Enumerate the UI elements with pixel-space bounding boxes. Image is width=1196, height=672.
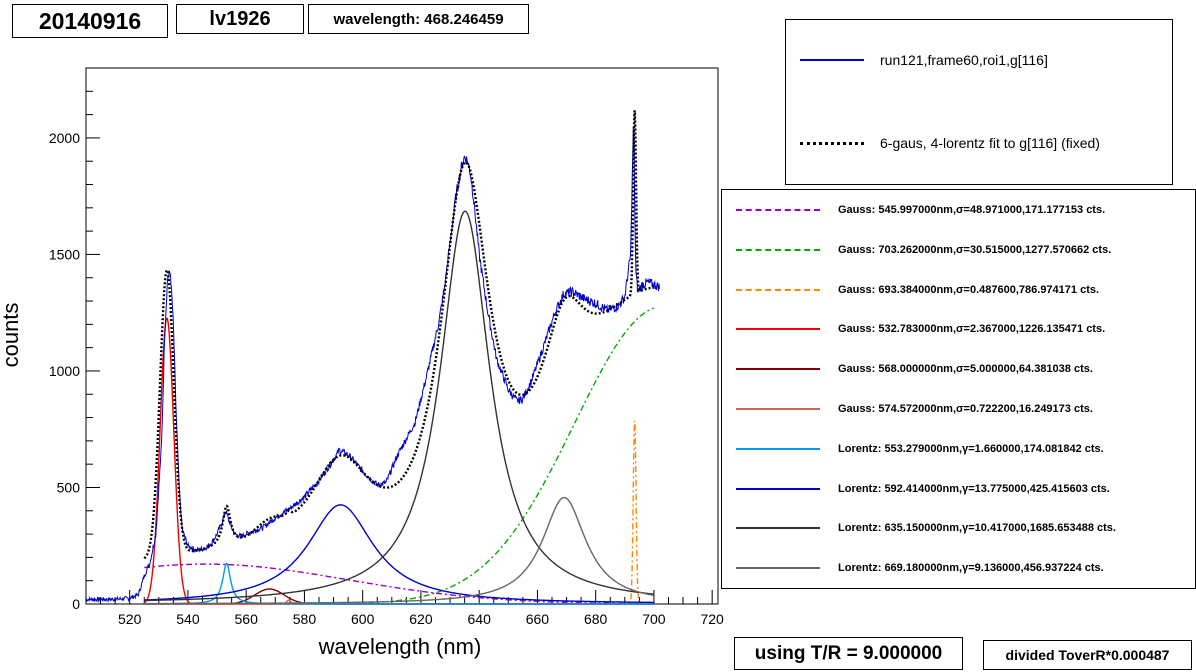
fit-components bbox=[143, 210, 655, 605]
component-curve bbox=[144, 562, 654, 605]
legend-swatch bbox=[736, 288, 820, 291]
legend-swatch bbox=[736, 209, 820, 211]
legend-entry-component: Lorentz: 669.180000nm,γ=9.136000,456.937… bbox=[722, 558, 1104, 578]
legend-swatch bbox=[736, 368, 820, 371]
y-tick-label: 2000 bbox=[49, 130, 80, 146]
legend-swatch bbox=[800, 59, 864, 61]
legend-entry-component: Gauss: 568.000000nm,σ=5.000000,64.381038… bbox=[722, 359, 1093, 379]
divided-factor-label: divided ToverR*0.000487 bbox=[983, 640, 1192, 670]
legend-entry-component: Lorentz: 592.414000nm,γ=13.775000,425.41… bbox=[722, 479, 1110, 499]
legend-label: Lorentz: 553.279000nm,γ=1.660000,174.081… bbox=[838, 442, 1104, 455]
legend-label: Gauss: 574.572000nm,σ=0.722200,16.249173… bbox=[838, 403, 1093, 415]
tr-ratio-label: using T/R = 9.000000 bbox=[734, 637, 963, 670]
legend-swatch bbox=[736, 527, 820, 530]
legend-entry-component: Gauss: 703.262000nm,σ=30.515000,1277.570… bbox=[722, 240, 1111, 260]
legend-entry-component: Gauss: 545.997000nm,σ=48.971000,171.1771… bbox=[722, 200, 1105, 220]
component-curve bbox=[144, 563, 654, 605]
legend-label: Gauss: 568.000000nm,σ=5.000000,64.381038… bbox=[838, 363, 1093, 376]
y-tick-label: 500 bbox=[57, 479, 81, 495]
legend-entry-component: Gauss: 532.783000nm,σ=2.367000,1226.1354… bbox=[722, 319, 1105, 339]
x-tick-label: 580 bbox=[293, 611, 317, 627]
x-tick-label: 680 bbox=[584, 611, 608, 627]
data-series bbox=[85, 110, 661, 603]
legend-label: 6-gaus, 4-lorentz fit to g[116] (fixed) bbox=[880, 135, 1100, 151]
y-tick-label: 1000 bbox=[49, 363, 80, 379]
legend-swatch bbox=[736, 248, 820, 251]
fit-series-line bbox=[143, 110, 655, 560]
legend-series: run121,frame60,roi1,g[116] 6-gaus, 4-lor… bbox=[785, 19, 1173, 185]
x-tick-label: 520 bbox=[118, 611, 142, 627]
legend-swatch bbox=[800, 141, 864, 145]
y-tick-label: 1500 bbox=[49, 246, 80, 262]
x-tick-label: 700 bbox=[642, 611, 666, 627]
legend-label: Lorentz: 592.414000nm,γ=13.775000,425.41… bbox=[838, 482, 1110, 495]
legend-entry-fit: 6-gaus, 4-lorentz fit to g[116] (fixed) bbox=[786, 135, 1100, 151]
legend-label: Gauss: 693.384000nm,σ=0.487600,786.97417… bbox=[838, 283, 1100, 296]
legend-label: Lorentz: 635.150000nm,γ=10.417000,1685.6… bbox=[838, 522, 1116, 535]
legend-entry-component: Lorentz: 635.150000nm,γ=10.417000,1685.6… bbox=[722, 518, 1116, 538]
x-axis-label: wavelength (nm) bbox=[318, 634, 482, 659]
legend-swatch bbox=[736, 447, 820, 450]
wavelength-label: wavelength: 468.246459 bbox=[308, 4, 529, 34]
legend-swatch bbox=[736, 567, 820, 570]
component-curve bbox=[144, 210, 655, 602]
legend-label: Gauss: 703.262000nm,σ=30.515000,1277.570… bbox=[838, 243, 1112, 256]
x-tick-label: 600 bbox=[351, 611, 375, 627]
legend-entry-component: Gauss: 693.384000nm,σ=0.487600,786.97417… bbox=[722, 280, 1099, 300]
legend-label: Gauss: 545.997000nm,σ=48.971000,171.1771… bbox=[838, 204, 1106, 216]
legend-swatch bbox=[736, 487, 820, 490]
legend-label: Gauss: 532.783000nm,σ=2.367000,1226.1354… bbox=[838, 323, 1106, 336]
y-tick-label: 0 bbox=[72, 596, 80, 612]
legend-swatch bbox=[736, 408, 820, 410]
run-id-label: lv1926 bbox=[176, 4, 304, 34]
x-tick-label: 560 bbox=[235, 611, 259, 627]
component-curve bbox=[144, 496, 655, 605]
legend-swatch bbox=[736, 328, 820, 331]
axes: 520 540 560 580 600 620 640 660 680 700 720 0 500 100… bbox=[49, 67, 724, 627]
component-curve bbox=[144, 504, 654, 604]
y-axis-label: counts bbox=[0, 303, 23, 368]
legend-label: Lorentz: 669.180000nm,γ=9.136000,456.937… bbox=[838, 562, 1104, 575]
legend-components: Gauss: 545.997000nm,σ=48.971000,171.1771… bbox=[721, 189, 1196, 589]
plot-frame bbox=[85, 67, 719, 605]
legend-entry-component: Gauss: 574.572000nm,σ=0.722200,16.249173… bbox=[722, 399, 1093, 419]
date-label: 20140916 bbox=[12, 4, 168, 38]
x-tick-label: 620 bbox=[409, 611, 433, 627]
x-tick-label: 540 bbox=[176, 611, 200, 627]
x-tick-label: 660 bbox=[526, 611, 550, 627]
legend-label: run121,frame60,roi1,g[116] bbox=[880, 52, 1048, 68]
x-tick-label: 640 bbox=[468, 611, 492, 627]
legend-entry-component: Lorentz: 553.279000nm,γ=1.660000,174.081… bbox=[722, 439, 1104, 459]
x-tick-label: 720 bbox=[700, 611, 724, 627]
legend-entry-data: run121,frame60,roi1,g[116] bbox=[786, 52, 1048, 68]
